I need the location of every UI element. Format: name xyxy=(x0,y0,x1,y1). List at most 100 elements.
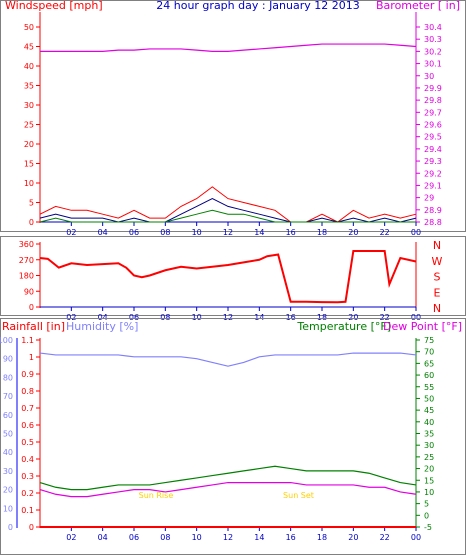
temp-tick-label: 20 xyxy=(424,465,434,474)
climate-x-tick-label: 12 xyxy=(223,533,233,542)
wind-x-tick-label: 12 xyxy=(223,228,233,237)
direction-x-tick-label: 02 xyxy=(66,313,76,322)
temp-tick-label: 55 xyxy=(424,383,434,392)
barometer-tick-label: 30.1 xyxy=(424,60,442,69)
humidity-axis-label: Humidity [%] xyxy=(66,320,138,333)
wind-minimum-line xyxy=(39,209,416,223)
humidity-tick-label: 70 xyxy=(3,392,13,401)
climate-x-tick-label: 16 xyxy=(286,533,296,542)
direction-tick-label: 360 xyxy=(19,240,34,249)
humidity-tick-label: 0 xyxy=(8,523,13,532)
humidity-tick-label: 100 xyxy=(0,336,13,345)
climate-x-tick-label: 02 xyxy=(66,533,76,542)
direction-x-tick-label: 20 xyxy=(348,313,358,322)
wind-tick-label: 5 xyxy=(29,199,34,208)
humidity-tick-label: 10 xyxy=(3,504,13,513)
climate-x-tick-label: 08 xyxy=(160,533,170,542)
direction-x-tick-label: 12 xyxy=(223,313,233,322)
temperature-axis-label: Temperature [°F] xyxy=(296,320,391,333)
rain-tick-label: 1.1 xyxy=(21,336,34,345)
climate-x-tick-label: 00 xyxy=(411,533,421,542)
barometer-tick-label: 30.3 xyxy=(424,35,442,44)
barometer-tick-label: 30 xyxy=(424,72,434,81)
wind-tick-label: 45 xyxy=(24,43,34,52)
rain-tick-label: 0.5 xyxy=(21,438,34,447)
wind-tick-label: 0 xyxy=(29,218,34,227)
climate-x-tick-label: 06 xyxy=(129,533,139,542)
direction-x-tick-label: 00 xyxy=(411,313,421,322)
humidity-line xyxy=(39,352,417,367)
sunrise-label: Sun Rise xyxy=(139,491,174,500)
chart-title: 24 hour graph day : January 12 2013 xyxy=(156,0,360,12)
direction-x-tick-label: 16 xyxy=(286,313,296,322)
barometer-tick-label: 29.9 xyxy=(424,84,442,93)
barometer-tick-label: 30.4 xyxy=(424,23,442,32)
temp-tick-label: 5 xyxy=(424,500,429,509)
rain-tick-label: 0.1 xyxy=(21,506,34,515)
wind-tick-label: 30 xyxy=(24,101,34,110)
direction-x-tick-label: 06 xyxy=(129,313,139,322)
direction-x-tick-label: 10 xyxy=(192,313,202,322)
compass-label: S xyxy=(434,271,441,284)
wind-tick-label: 40 xyxy=(24,62,34,71)
climate-x-tick-label: 18 xyxy=(317,533,327,542)
climate-x-tick-label: 10 xyxy=(192,533,202,542)
barometer-tick-label: 29.5 xyxy=(424,133,442,142)
barometer-tick-label: 29.4 xyxy=(424,145,442,154)
humidity-tick-label: 60 xyxy=(3,411,13,420)
wind-x-tick-label: 08 xyxy=(160,228,170,237)
barometer-tick-label: 29.1 xyxy=(424,181,442,190)
climate-x-tick-label: 04 xyxy=(98,533,108,542)
rain-tick-label: 0.8 xyxy=(21,387,34,396)
wind-x-tick-label: 06 xyxy=(129,228,139,237)
wind-x-tick-label: 04 xyxy=(98,228,108,237)
humidity-tick-label: 90 xyxy=(3,355,13,364)
temp-tick-label: 25 xyxy=(424,453,434,462)
barometer-tick-label: 29.7 xyxy=(424,108,442,117)
temperature-line xyxy=(39,465,417,491)
wind-axis-label: Windspeed [mph] xyxy=(5,0,103,12)
direction-x-tick-label: 22 xyxy=(380,313,390,322)
temp-tick-label: 15 xyxy=(424,476,434,485)
barometer-line xyxy=(40,43,417,52)
compass-label: N xyxy=(433,239,441,252)
direction-x-tick-label: 14 xyxy=(254,313,264,322)
temp-tick-label: 70 xyxy=(424,348,434,357)
rain-tick-label: 0.7 xyxy=(21,404,34,413)
direction-x-tick-label: 18 xyxy=(317,313,327,322)
temp-tick-label: 40 xyxy=(424,418,434,427)
wind-tick-label: 15 xyxy=(24,160,34,169)
wind-tick-label: 10 xyxy=(24,179,34,188)
dewpoint-line xyxy=(39,481,417,498)
barometer-tick-label: 29.2 xyxy=(424,169,442,178)
wind-x-tick-label: 16 xyxy=(286,228,296,237)
sunset-label: Sun Set xyxy=(283,491,314,500)
barometer-tick-label: 28.8 xyxy=(424,218,442,227)
temp-tick-label: 30 xyxy=(424,441,434,450)
direction-x-tick-label: 04 xyxy=(98,313,108,322)
barometer-tick-label: 30.2 xyxy=(424,47,442,56)
rain-tick-label: 0.9 xyxy=(21,370,34,379)
rain-tick-label: 1 xyxy=(29,353,34,362)
direction-tick-label: 0 xyxy=(29,303,34,312)
humidity-tick-label: 30 xyxy=(3,467,13,476)
wind-tick-label: 50 xyxy=(24,23,34,32)
barometer-tick-label: 29.8 xyxy=(424,96,442,105)
temp-tick-label: 45 xyxy=(424,406,434,415)
climate-x-tick-label: 22 xyxy=(380,533,390,542)
humidity-tick-label: 40 xyxy=(3,448,13,457)
compass-label: E xyxy=(434,286,441,299)
temp-tick-label: 65 xyxy=(424,359,434,368)
wind-gust-line xyxy=(39,186,417,223)
compass-label: N xyxy=(433,302,441,315)
wind-x-tick-label: 22 xyxy=(380,228,390,237)
compass-label: W xyxy=(432,255,443,268)
wind-x-tick-label: 00 xyxy=(411,228,421,237)
temp-tick-label: -5 xyxy=(424,523,432,532)
temp-tick-label: 50 xyxy=(424,394,434,403)
wind-x-tick-label: 18 xyxy=(317,228,327,237)
wind-panel-border xyxy=(0,0,466,232)
rainfall-axis-label: Rainfall [in] xyxy=(2,320,65,333)
temp-tick-label: 0 xyxy=(424,511,429,520)
